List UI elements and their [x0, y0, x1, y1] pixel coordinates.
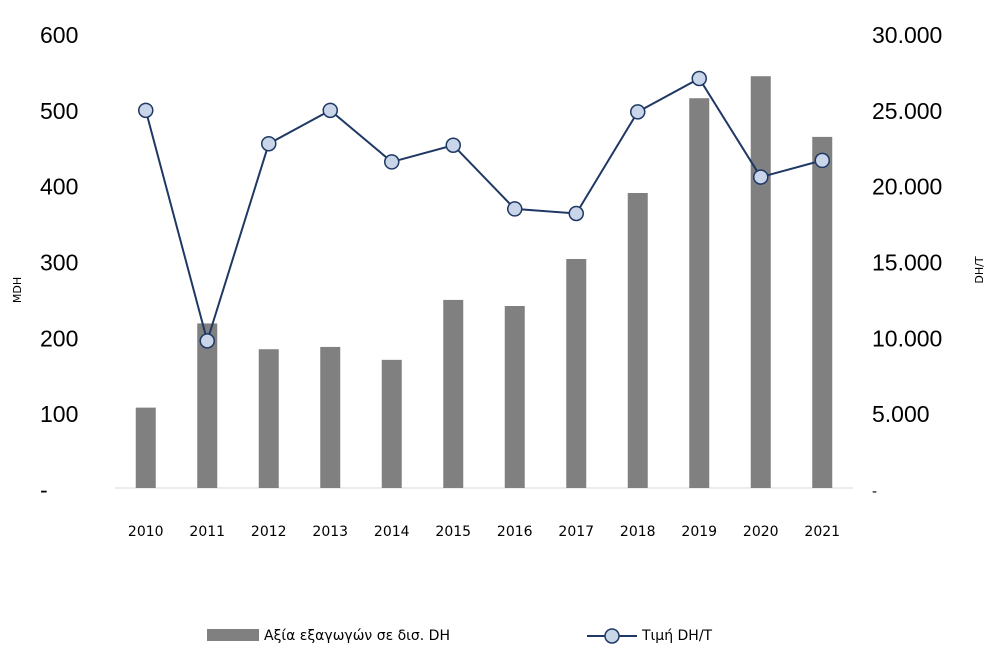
y2-tick-label: 10.000	[872, 325, 942, 351]
line	[144, 77, 823, 345]
bar	[504, 306, 525, 488]
line-marker	[753, 169, 769, 185]
legend-marker	[604, 628, 620, 644]
bar	[566, 258, 587, 488]
bar	[443, 299, 464, 488]
y2-tick-label: 5.000	[872, 401, 930, 427]
y-tick-label: 100	[40, 401, 78, 427]
line-marker	[138, 102, 154, 119]
x-tick-label: 2016	[497, 524, 533, 540]
bar	[812, 136, 833, 488]
line-marker	[568, 205, 584, 222]
bar	[258, 349, 279, 488]
x-tick-label: 2010	[128, 524, 164, 540]
line-marker	[445, 137, 461, 153]
x-tick-label: 2015	[435, 524, 471, 540]
y-tick-label: 600	[40, 22, 78, 48]
y-tick-label: -	[40, 477, 48, 503]
x-tick-label: 2011	[189, 524, 225, 540]
y-tick-label: 400	[40, 174, 78, 200]
y-tick-label: 500	[40, 98, 78, 124]
x-tick-label: 2014	[374, 524, 410, 540]
legend-label: Αξία εξαγωγών σε δισ. DH	[264, 628, 450, 644]
bar	[135, 407, 156, 488]
line-marker	[814, 152, 830, 169]
x-tick-label: 2012	[251, 524, 287, 540]
y-tick-label: 300	[40, 250, 78, 276]
legend-label: Τιμή DH/T	[641, 628, 713, 644]
y2-tick-label: 30.000	[872, 22, 942, 48]
x-tick-label: 2020	[743, 524, 779, 540]
x-tick-label: 2018	[620, 524, 656, 540]
y2-tick-label: -	[872, 484, 877, 500]
line-marker	[507, 201, 523, 217]
x-tick-label: 2013	[312, 524, 348, 540]
x-tick-label: 2019	[681, 524, 717, 540]
y2-tick-label: 25.000	[872, 98, 942, 124]
y-axis-label: MDH	[11, 277, 24, 303]
line-marker	[691, 70, 707, 87]
y2-tick-label: 20.000	[872, 174, 942, 200]
x-tick-label: 2021	[804, 524, 840, 540]
bar	[750, 76, 771, 488]
y-tick-label: 200	[40, 325, 78, 351]
bar	[197, 323, 218, 488]
bar	[381, 359, 402, 488]
y2-axis-label: DH/T	[973, 256, 986, 283]
y2-tick-label: 15.000	[872, 250, 942, 276]
line-marker	[384, 154, 400, 170]
bar	[320, 346, 341, 488]
line-marker	[261, 135, 277, 152]
line-marker	[630, 104, 646, 120]
x-tick-label: 2017	[558, 524, 594, 540]
line-marker	[322, 102, 338, 119]
line-marker	[199, 333, 215, 349]
legend-swatch	[207, 629, 259, 641]
bar	[689, 98, 710, 488]
bar	[627, 193, 648, 488]
